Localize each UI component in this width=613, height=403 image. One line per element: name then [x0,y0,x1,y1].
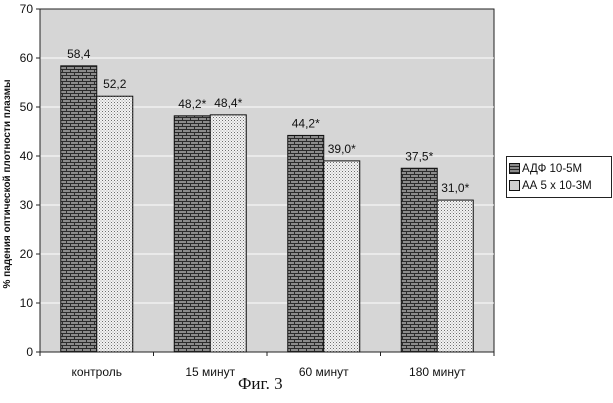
figure-caption: Фиг. 3 [238,374,283,394]
y-tick-label: 0 [26,345,33,359]
bar-brick [401,168,437,352]
data-label: 37,5* [405,149,433,163]
x-tick-label: 180 минут [409,365,466,379]
y-axis-label: % падения оптической плотности плазмы [2,79,13,288]
y-tick-label: 50 [20,100,34,114]
legend-item-aa: АА 5 х 10-3М [509,177,609,194]
data-label: 52,2 [103,77,127,91]
legend: АДФ 10-5М АА 5 х 10-3М [506,156,612,198]
x-tick-label: 60 минут [299,365,349,379]
bar-dots [210,115,246,352]
legend-label: АДФ 10-5М [522,163,582,175]
bar-dots [97,96,133,352]
data-label: 58,4 [67,47,91,61]
bar-dots [324,161,360,352]
data-label: 48,2* [178,97,206,111]
data-label: 31,0* [441,181,469,195]
y-tick-label: 30 [20,198,34,212]
chart-figure: % падения оптической плотности плазмы 0 1… [0,0,613,403]
bar-dots [437,200,473,352]
bar-brick [61,66,97,352]
data-label: 39,0* [328,142,356,156]
y-tick-label: 60 [20,51,34,65]
legend-swatch-brick [509,163,520,174]
y-tick-label: 70 [20,2,34,16]
legend-swatch-dots [509,180,520,191]
bar-chart: % падения оптической плотности плазмы 0 1… [0,0,613,403]
data-label: 48,4* [214,96,242,110]
x-tick-label: 15 минут [185,365,235,379]
x-tick-label: контроль [71,365,122,379]
y-tick-label: 10 [20,296,34,310]
bar-brick [288,135,324,352]
legend-label: АА 5 х 10-3М [522,180,592,192]
bar-brick [174,116,210,352]
data-label: 44,2* [292,116,320,130]
y-tick-label: 40 [20,149,34,163]
legend-item-adf: АДФ 10-5М [509,160,609,177]
y-tick-label: 20 [20,247,34,261]
